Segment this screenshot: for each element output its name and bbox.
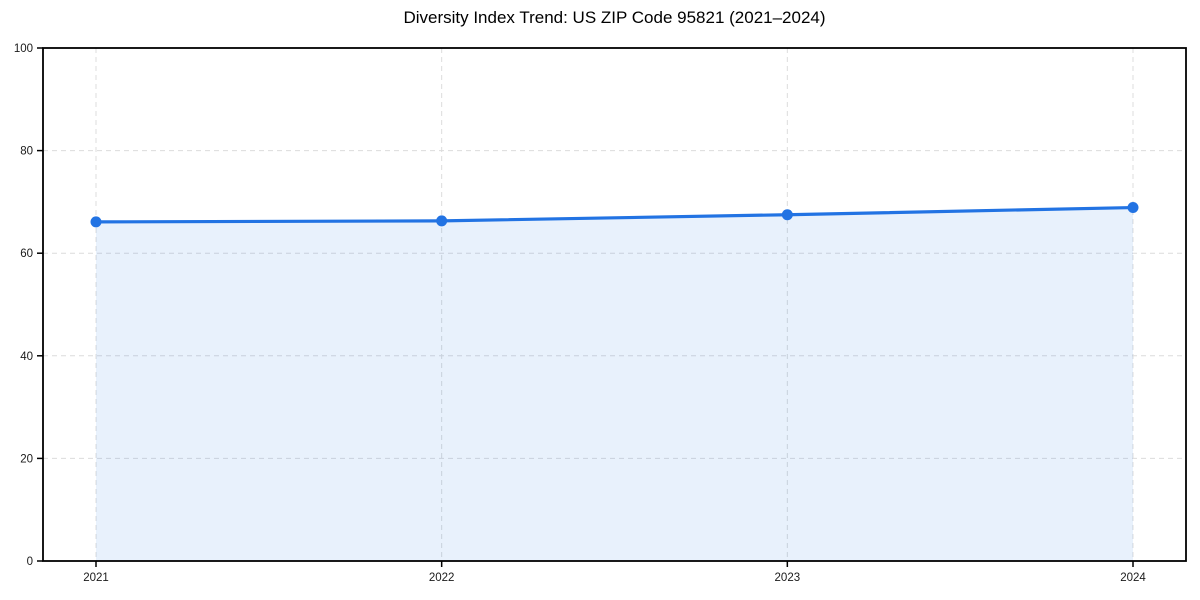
data-point [1127, 202, 1139, 214]
trend-line [94, 205, 1135, 224]
data-point [90, 216, 102, 228]
area-fill [96, 207, 1133, 561]
y-tick-label: 40 [20, 351, 33, 363]
y-tick-label: 80 [20, 146, 33, 158]
data-point [436, 215, 448, 227]
x-tick-label: 2021 [83, 572, 109, 584]
data-point [781, 209, 793, 221]
y-tick-label: 0 [27, 556, 33, 568]
y-tick-label: 60 [20, 248, 33, 260]
x-tick-label: 2024 [1120, 572, 1146, 584]
plot-border [42, 47, 1187, 562]
chart-title: Diversity Index Trend: US ZIP Code 95821… [403, 8, 826, 27]
y-tick-label: 20 [20, 453, 33, 465]
x-tick-label: 2022 [429, 572, 455, 584]
y-tick-label: 100 [14, 43, 33, 55]
x-tick-label: 2023 [775, 572, 801, 584]
